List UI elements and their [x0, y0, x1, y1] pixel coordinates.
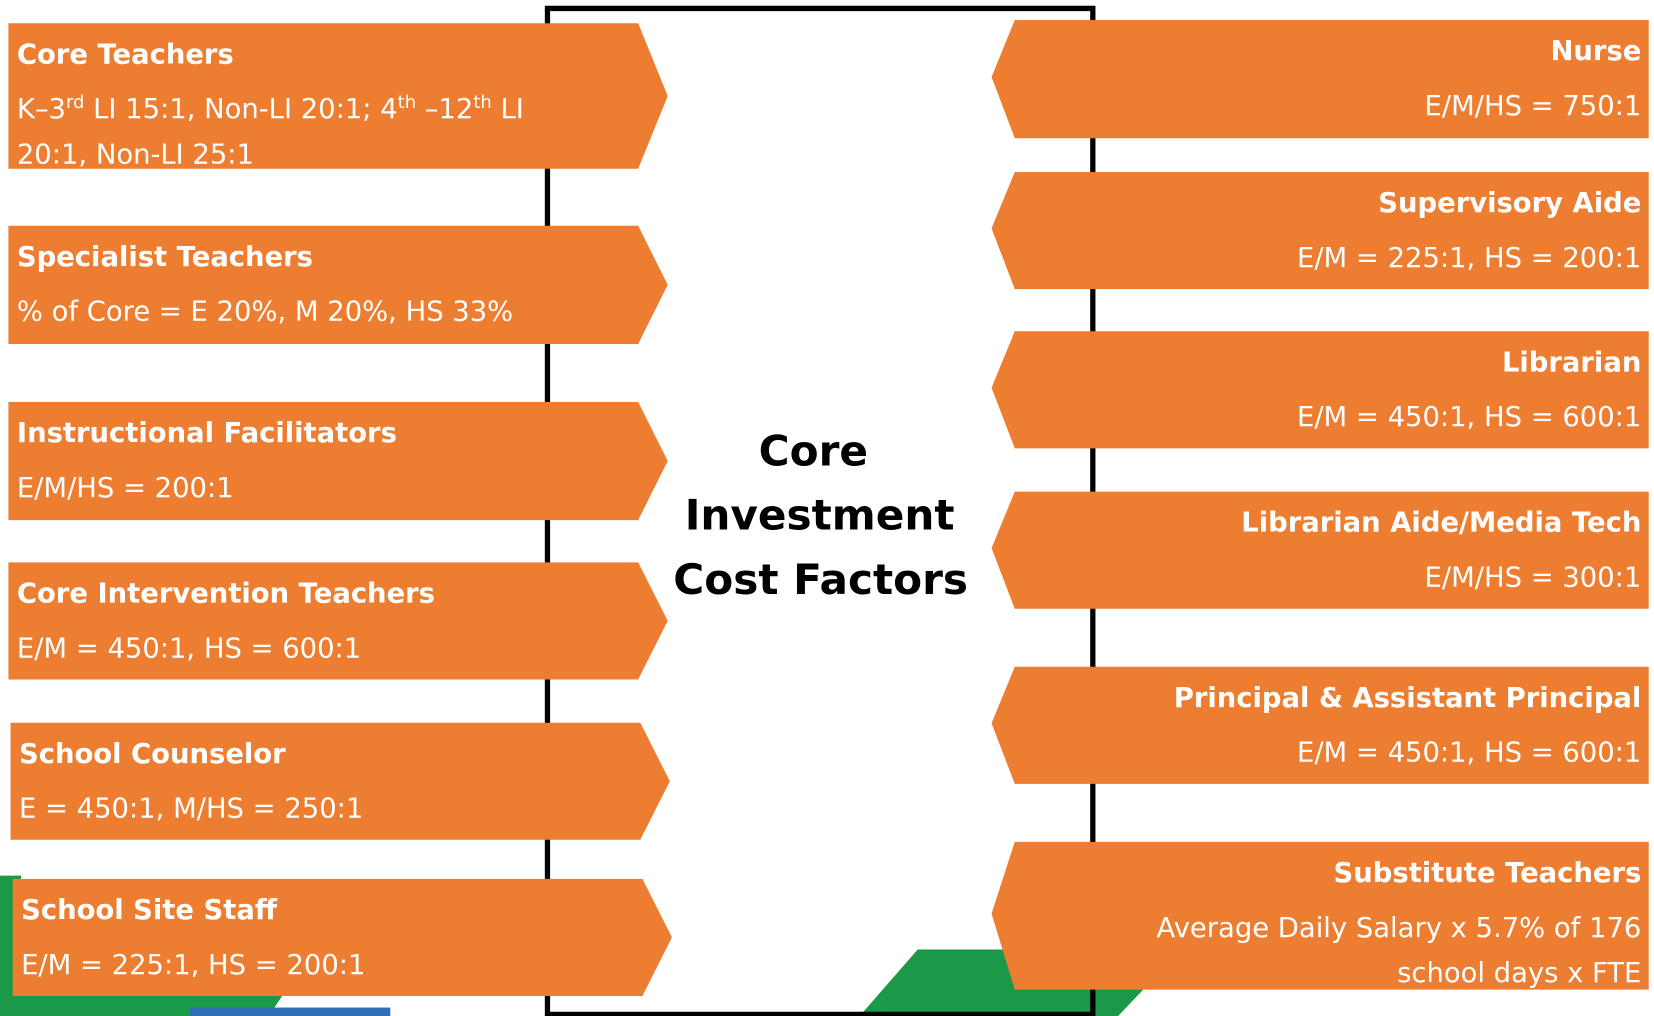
- item-description: K–3rd LI 15:1, Non-LI 20:1; 4th –12th LI: [17, 92, 524, 126]
- decor-blue: [189, 1007, 391, 1016]
- description-run: K–3: [17, 94, 66, 125]
- item-box: [991, 841, 1649, 990]
- center-title: Core Investment Cost Factors: [673, 426, 969, 604]
- item-box: [8, 401, 668, 521]
- description-run: th: [473, 92, 491, 113]
- item-box: [12, 878, 672, 996]
- item-title: Substitute Teachers: [1334, 858, 1642, 889]
- item-description: E/M/HS = 200:1: [17, 473, 234, 504]
- item-description: E/M/HS = 300:1: [1425, 563, 1642, 594]
- item-description: E/M = 450:1, HS = 600:1: [1297, 738, 1641, 769]
- decor-green-left: [0, 875, 285, 1016]
- item-title: Principal & Assistant Principal: [1174, 683, 1642, 714]
- item-title: Specialist Teachers: [17, 242, 313, 273]
- item-description: 20:1, Non-LI 25:1: [17, 140, 254, 171]
- center-line: Cost Factors: [673, 555, 968, 604]
- item-box: [991, 491, 1649, 609]
- item-box: [8, 562, 668, 680]
- description-run: LI: [492, 94, 524, 125]
- center-line: Core: [759, 426, 868, 475]
- item-description: E/M = 450:1, HS = 600:1: [17, 633, 361, 664]
- item-box: [991, 331, 1649, 449]
- item-box: [991, 666, 1649, 784]
- item-description: E = 450:1, M/HS = 250:1: [19, 794, 363, 825]
- item-title: Librarian Aide/Media Tech: [1241, 508, 1641, 539]
- item-title: Instructional Facilitators: [17, 418, 397, 449]
- item-description: E/M = 225:1, HS = 200:1: [21, 950, 365, 981]
- description-run: th: [398, 92, 416, 113]
- item-box: [991, 20, 1649, 139]
- item-box: [8, 225, 668, 344]
- item-title: Librarian: [1502, 347, 1641, 378]
- item-description: % of Core = E 20%, M 20%, HS 33%: [17, 297, 513, 328]
- item-description: E/M = 225:1, HS = 200:1: [1297, 243, 1641, 274]
- item-box: [8, 23, 668, 169]
- item-box: [10, 722, 670, 840]
- item-description: Average Daily Salary x 5.7% of 176: [1157, 913, 1642, 944]
- item-title: Core Intervention Teachers: [17, 578, 435, 609]
- item-title: Core Teachers: [17, 39, 234, 70]
- item-description: E/M = 450:1, HS = 600:1: [1297, 402, 1641, 433]
- description-run: –12: [416, 94, 473, 125]
- item-title: School Counselor: [19, 739, 286, 770]
- item-title: Supervisory Aide: [1378, 188, 1641, 219]
- item-description: E/M/HS = 750:1: [1425, 91, 1642, 122]
- center-line: Investment: [685, 491, 955, 540]
- description-run: LI 15:1, Non-LI 20:1; 4: [84, 94, 397, 125]
- item-title: Nurse: [1550, 36, 1641, 67]
- item-title: School Site Staff: [21, 895, 278, 926]
- item-description: school days x FTE: [1397, 958, 1641, 989]
- item-box: [991, 171, 1649, 290]
- description-run: rd: [66, 92, 84, 113]
